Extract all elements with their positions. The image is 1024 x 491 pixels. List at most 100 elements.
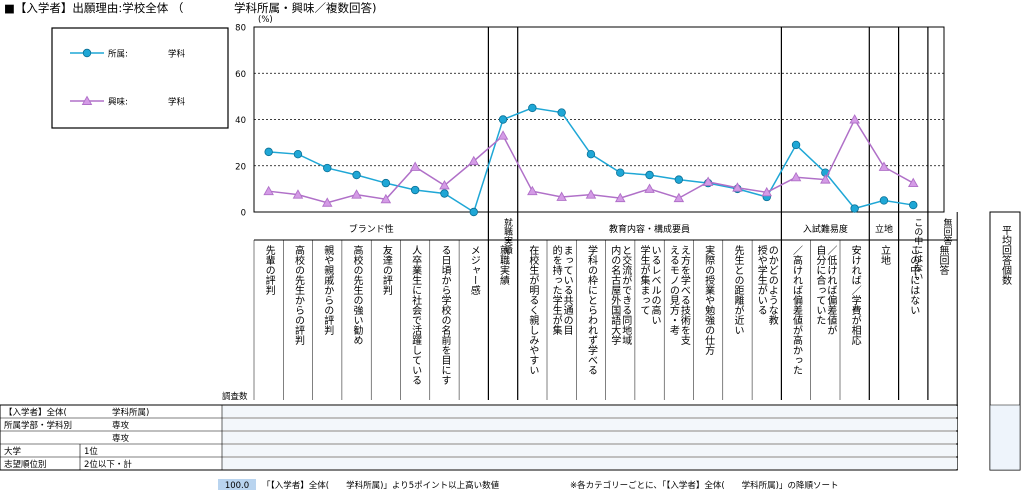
point-marker	[557, 108, 566, 117]
legend-label: 興味:	[108, 97, 128, 108]
group-label: 無回答	[942, 217, 953, 246]
y-tick-label: 20	[235, 162, 246, 172]
point-marker	[321, 197, 333, 207]
table-row-label: 志望順位別	[4, 459, 47, 470]
category-label: 高校の先生の強い勧め	[351, 244, 363, 345]
category-label: 友達の評判	[380, 244, 392, 296]
category-label: この中にはない	[908, 245, 920, 315]
point-marker	[790, 171, 802, 182]
y-tick-label: 40	[235, 116, 246, 126]
category-label-line2: 内の名古屋外国語大学	[609, 244, 621, 345]
point-marker	[878, 161, 890, 171]
category-label: のかどのような教	[766, 245, 778, 326]
table-row-sublabel: 専攻	[112, 433, 130, 444]
y-tick-label: 0	[241, 209, 246, 219]
table-row-sublabel: 学科所属)	[112, 407, 149, 418]
point-marker	[381, 178, 391, 188]
point-marker	[732, 182, 743, 192]
legend-marker	[82, 48, 92, 58]
category-label: ／低ければ偏差値が	[825, 245, 837, 335]
category-label-line2: 学生が集まって	[638, 244, 650, 315]
table-row-label: 大学	[4, 446, 22, 457]
point-marker	[907, 177, 919, 188]
category-label: と交流ができる同地域	[620, 245, 632, 345]
point-marker	[264, 147, 273, 157]
category-label: 在校生が明るく親しみやすい	[527, 245, 539, 375]
y-tick-label: 80	[235, 24, 246, 34]
point-marker	[380, 193, 392, 204]
category-label: メジャー感	[468, 245, 480, 295]
category-label: え方を学べる技術を支	[678, 245, 690, 346]
point-marker	[497, 130, 509, 140]
point-marker	[791, 140, 801, 150]
footer-note-highlight: 「【入学者】全体( 学科所属)」より5ポイント以上高い数値	[262, 480, 500, 491]
group-label: 入試難易度	[803, 223, 848, 235]
point-marker	[528, 103, 537, 113]
group-label: 立地	[875, 223, 893, 235]
category-label: ／高ければ偏差値が高かった	[791, 245, 803, 375]
point-marker	[468, 155, 480, 166]
point-marker	[674, 175, 684, 184]
point-marker	[527, 185, 538, 196]
category-label: 人卒業生に社会で活躍している	[410, 245, 422, 385]
y-tick-label: 60	[235, 70, 246, 80]
point-marker	[556, 191, 567, 201]
point-marker	[849, 114, 860, 124]
group-label: 就職実績	[502, 217, 513, 255]
legend-marker	[81, 95, 93, 105]
point-marker	[909, 200, 918, 210]
category-label: る日頃から学校の名前を目にす	[439, 245, 451, 385]
table-row-cells	[222, 419, 958, 430]
table-header-label: 調査数	[222, 391, 248, 402]
point-marker	[820, 174, 831, 184]
point-marker	[879, 196, 889, 205]
footer-note-sort: ※各カテゴリーごとに、「【入学者】全体( 学科所属)」の降順ソート	[570, 480, 839, 491]
y-unit-label: (%)	[258, 15, 273, 25]
point-marker	[585, 189, 597, 199]
group-label: 教育内容・構成要員	[609, 223, 690, 235]
table-row-cells	[222, 432, 958, 443]
legend-box	[51, 27, 229, 129]
point-marker	[498, 115, 508, 124]
point-marker	[292, 189, 304, 199]
table-row-label: 所属学部・学科別	[4, 420, 72, 431]
category-label-line2: 自分に合っていた	[814, 244, 826, 325]
point-marker	[263, 185, 274, 196]
table-row-sublabel: 専攻	[112, 420, 130, 431]
category-label: 安ければ／学費が相応	[849, 244, 861, 345]
point-marker	[645, 170, 654, 180]
table-row-cells	[222, 458, 958, 469]
table-row-cells	[222, 445, 958, 456]
point-marker	[352, 170, 361, 180]
point-marker	[644, 183, 655, 193]
table-row-label: 【入学者】全体(	[4, 407, 67, 418]
table-row-sublabel: 1位	[84, 446, 98, 457]
table-row-cells	[222, 406, 958, 417]
extra-column-label: 平均回答個数	[1000, 225, 1012, 286]
table-row-sublabel: 2位以下・計	[84, 459, 132, 470]
legend-label: 所属:	[108, 49, 128, 60]
point-marker	[702, 176, 714, 186]
category-label: 高校の先生からの評判	[292, 244, 304, 346]
legend-suffix: 学科	[168, 49, 186, 60]
category-label: 学科の枠にとらわれず学べる	[585, 244, 597, 375]
category-label: 親や親戚からの評判	[322, 244, 334, 336]
point-marker	[850, 204, 859, 213]
group-label: ブランド性	[349, 223, 394, 235]
point-marker	[323, 163, 332, 173]
highlight-legend-swatch	[218, 479, 256, 490]
category-label: 立地	[878, 244, 890, 265]
category-label: 実際の授業や勉強の仕方	[703, 244, 715, 356]
category-label: 先生との距離が近い	[732, 245, 744, 335]
category-label: まっている共通の目	[561, 245, 573, 335]
page-title: ■【入学者】出願理由:学校全体 （	[4, 1, 184, 15]
point-marker	[614, 192, 626, 203]
point-marker	[409, 161, 421, 171]
category-label-line2: えるモノの見方・考	[667, 245, 679, 336]
point-marker	[293, 149, 303, 159]
highlight-legend-value: 100.0	[225, 481, 249, 491]
chart-subtitle: 学科所属・興味／複数回答)	[234, 1, 377, 15]
point-marker	[673, 192, 685, 203]
category-label: 就職実績	[498, 244, 510, 286]
